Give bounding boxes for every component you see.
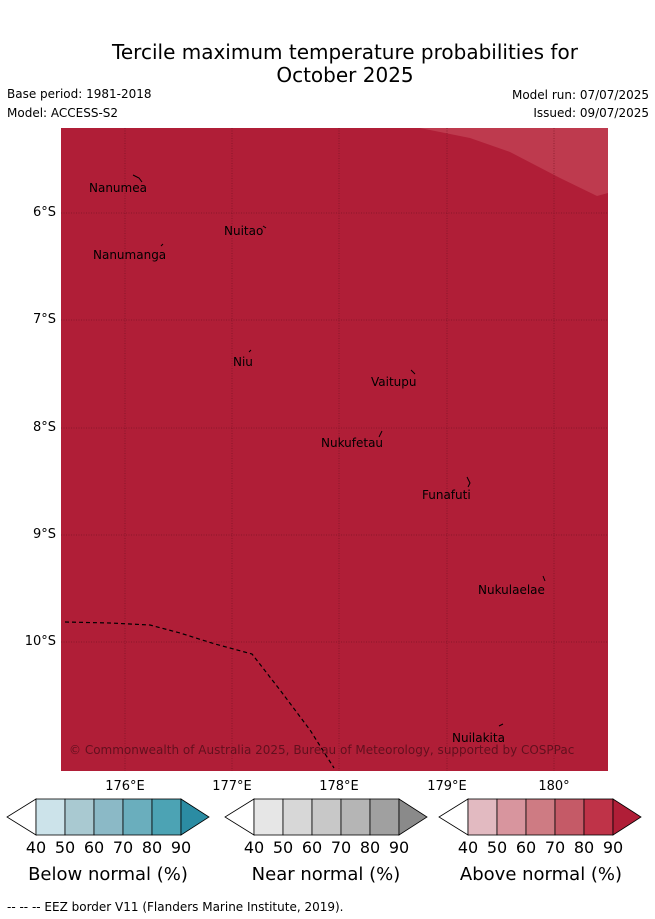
colorbar-below-swatch-60 — [93, 798, 124, 836]
lon-label-178e: 178°E — [319, 779, 359, 794]
map-corner-region — [420, 128, 608, 196]
below-tick-40: 40 — [25, 838, 47, 857]
colorbar-below-swatch-80 — [151, 798, 182, 836]
eez-border-line — [64, 621, 335, 769]
lat-label-7s: 7°S — [32, 312, 56, 327]
title-line-1: Tercile maximum temperature probabilitie… — [112, 40, 578, 64]
place-label-nukulaelae: Nukulaelae — [478, 583, 545, 597]
copyright-notice: © Commonwealth of Australia 2025, Bureau… — [69, 743, 574, 757]
colorbar-below-swatch-40 — [35, 798, 66, 836]
near-tick-40: 40 — [243, 838, 265, 857]
colorbar-below-over-triangle — [180, 798, 210, 836]
place-label-nuilakita: Nuilakita — [452, 731, 505, 745]
colorbar-above-swatch-80 — [583, 798, 614, 836]
page-title: Tercile maximum temperature probabilitie… — [0, 41, 655, 87]
colorbar-above-over-triangle — [612, 798, 642, 836]
place-label-nanumea: Nanumea — [89, 181, 147, 195]
place-label-nanumanga: Nanumanga — [93, 248, 166, 262]
above-tick-50: 50 — [486, 838, 508, 857]
colorbar-above-under-triangle — [438, 798, 469, 836]
map-gridlines — [61, 128, 608, 771]
lat-label-10s: 10°S — [24, 634, 56, 649]
near-tick-60: 60 — [301, 838, 323, 857]
colorbar-below-swatch-70 — [122, 798, 153, 836]
below-tick-80: 80 — [141, 838, 163, 857]
island-nukufetau-shape — [378, 430, 383, 438]
below-tick-90: 90 — [170, 838, 192, 857]
colorbar-above-normal — [438, 798, 642, 836]
colorbar-near-swatch-60 — [311, 798, 342, 836]
island-funafuti-shape — [466, 476, 471, 488]
lon-label-177e: 177°E — [212, 779, 252, 794]
base-period-label: Base period: 1981-2018 — [7, 87, 152, 101]
colorbar-below-normal — [6, 798, 210, 836]
eez-border-note: -- -- -- EEZ border V11 (Flanders Marine… — [7, 900, 344, 914]
model-run-label: Model run: 07/07/2025 — [511, 88, 649, 102]
place-label-nukufetau: Nukufetau — [321, 436, 383, 450]
near-tick-70: 70 — [330, 838, 352, 857]
lon-label-180: 180° — [538, 779, 570, 794]
colorbar-below-swatch-50 — [64, 798, 95, 836]
colorbar-below-label: Below normal (%) — [28, 864, 188, 885]
above-tick-90: 90 — [602, 838, 624, 857]
island-nuitao-shape — [262, 225, 267, 229]
above-tick-60: 60 — [515, 838, 537, 857]
colorbar-near-swatch-50 — [282, 798, 313, 836]
colorbar-above-swatch-70 — [554, 798, 585, 836]
lat-label-9s: 9°S — [32, 527, 56, 542]
colorbar-below-under-triangle — [6, 798, 37, 836]
colorbar-near-swatch-70 — [340, 798, 371, 836]
place-label-funafuti: Funafuti — [422, 488, 471, 502]
below-tick-50: 50 — [54, 838, 76, 857]
near-tick-50: 50 — [272, 838, 294, 857]
place-label-vaitupu: Vaitupu — [371, 375, 417, 389]
island-niu-shape — [248, 349, 252, 353]
colorbar-near-normal — [224, 798, 428, 836]
issued-label: Issued: 09/07/2025 — [533, 106, 649, 120]
lon-label-176e: 176°E — [105, 779, 145, 794]
island-nuilakita-shape — [498, 723, 504, 727]
lat-label-6s: 6°S — [32, 205, 56, 220]
island-nanumea-shape — [132, 174, 143, 183]
island-shapes — [132, 174, 546, 727]
colorbar-above-swatch-60 — [525, 798, 556, 836]
place-label-nuitao: Nuitao — [224, 224, 263, 238]
above-tick-80: 80 — [573, 838, 595, 857]
below-tick-70: 70 — [112, 838, 134, 857]
colorbar-near-swatch-40 — [253, 798, 284, 836]
lat-label-8s: 8°S — [32, 420, 56, 435]
title-line-2: October 2025 — [276, 63, 414, 87]
island-vaitupu-shape — [410, 369, 416, 375]
colorbar-near-over-triangle — [398, 798, 428, 836]
near-tick-90: 90 — [388, 838, 410, 857]
island-nukulaelae-shape — [542, 575, 546, 582]
below-tick-60: 60 — [83, 838, 105, 857]
model-label: Model: ACCESS-S2 — [7, 106, 119, 120]
colorbar-above-swatch-50 — [496, 798, 527, 836]
colorbar-near-under-triangle — [224, 798, 255, 836]
colorbar-above-label: Above normal (%) — [459, 864, 623, 885]
place-label-niu: Niu — [233, 355, 253, 369]
above-tick-70: 70 — [544, 838, 566, 857]
island-nanumanga-shape — [160, 243, 164, 247]
lon-label-179e: 179°E — [427, 779, 467, 794]
colorbar-near-swatch-80 — [369, 798, 400, 836]
colorbar-above-swatch-40 — [467, 798, 498, 836]
colorbar-near-label: Near normal (%) — [251, 864, 401, 885]
map-fill — [61, 128, 608, 771]
near-tick-80: 80 — [359, 838, 381, 857]
above-tick-40: 40 — [457, 838, 479, 857]
